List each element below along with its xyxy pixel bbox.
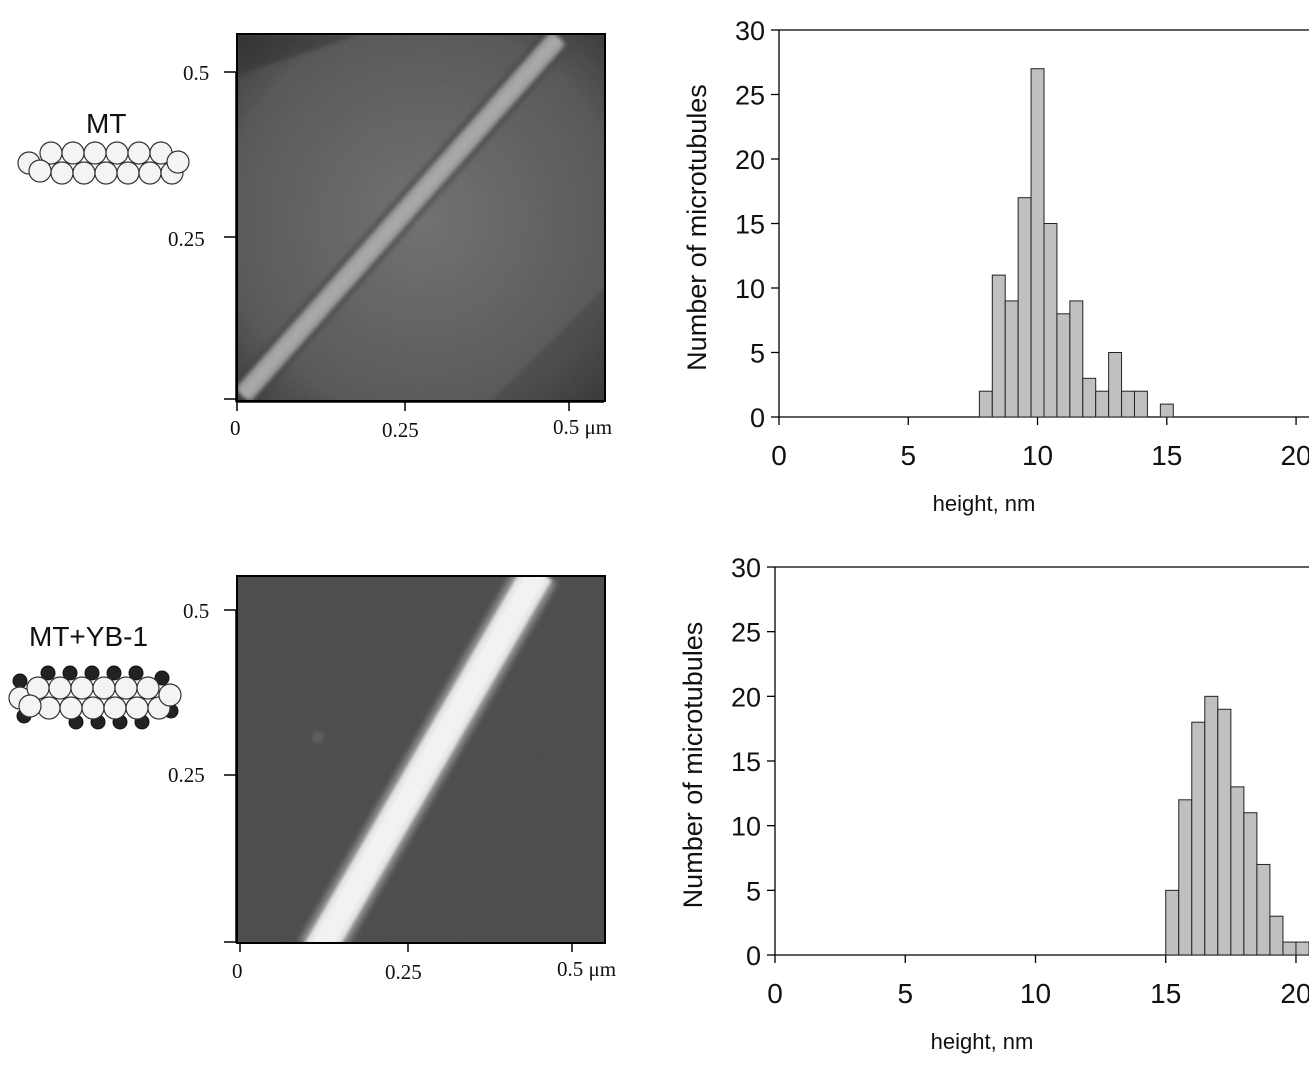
- microtubule-schematic-plain: [17, 141, 190, 185]
- histogram-mt: 0 5 10 15 20 25 30 0 5 10 15 20 height, nm Number of …: [682, 16, 1309, 516]
- histogram-mt-yb1: 0 5 10 15 20 25 30 0 5 10 15 20 height, nm Number of …: [678, 553, 1309, 1054]
- afm-top-ytick-1: 0.25: [168, 227, 205, 251]
- x-tick-label: 10: [1022, 440, 1053, 471]
- histogram-bar: [1043, 223, 1058, 418]
- histogram-bar: [1269, 915, 1284, 956]
- afm-bottom-ytick-0: 0.5: [183, 599, 210, 623]
- histogram-bar: [1230, 786, 1245, 956]
- y-tick-label: 30: [735, 16, 765, 46]
- microtubule-schematic-yb1: [8, 665, 182, 730]
- y-tick-label: 0: [750, 403, 765, 433]
- histogram-bar: [1095, 390, 1110, 418]
- y-tick-label: 20: [735, 145, 765, 175]
- histogram-bar: [1121, 390, 1135, 418]
- y-axis-label: Number of microtubules: [682, 84, 712, 371]
- y-tick-label: 25: [731, 618, 761, 648]
- histogram-bar: [1243, 812, 1258, 956]
- histogram-bar: [978, 390, 993, 418]
- afm-image-mt-yb1: [236, 575, 606, 944]
- afm-bottom-xtick-0: 0: [232, 959, 243, 983]
- afm-image-mt: [236, 33, 606, 402]
- histogram-bar: [1191, 721, 1206, 956]
- histogram-bar: [1204, 695, 1219, 956]
- y-tick-label: 0: [746, 941, 761, 971]
- afm-top-xtick-0: 0: [230, 416, 241, 440]
- y-tick-label: 15: [731, 747, 761, 777]
- panel-label-mt: MT: [86, 108, 127, 139]
- x-axis-label: height, nm: [931, 1029, 1034, 1054]
- afm-bottom-ytick-1: 0.25: [168, 763, 205, 787]
- histogram-bar: [1159, 403, 1174, 418]
- y-tick-label: 5: [746, 876, 761, 906]
- histogram-bar: [1178, 799, 1193, 956]
- afm-bottom-xtick-2: 0.5 μm: [557, 957, 617, 981]
- y-tick-label: 30: [731, 553, 761, 583]
- x-tick-label: 20: [1280, 978, 1309, 1009]
- afm-top-ytick-0: 0.5: [183, 61, 210, 85]
- afm-bottom-xtick-1: 0.25: [385, 960, 422, 984]
- histogram-bar: [1004, 300, 1019, 418]
- y-tick-label: 15: [735, 210, 765, 240]
- afm-top-xtick-1: 0.25: [382, 418, 419, 442]
- afm-top-xtick-2: 0.5 μm: [553, 415, 613, 439]
- histogram-bar: [1030, 68, 1045, 418]
- x-tick-label: 5: [900, 440, 916, 471]
- histogram-bar: [1295, 941, 1309, 956]
- histogram-bar: [991, 274, 1006, 418]
- x-tick-label: 20: [1280, 440, 1309, 471]
- y-axis-label: Number of microtubules: [678, 622, 708, 909]
- histogram-bar: [1133, 390, 1148, 418]
- x-tick-label: 0: [767, 978, 783, 1009]
- y-tick-label: 20: [731, 682, 761, 712]
- histogram-bar: [1282, 941, 1297, 956]
- panel-label-mt-yb1: MT+YB-1: [29, 621, 149, 652]
- x-tick-label: 15: [1151, 440, 1182, 471]
- histogram-bar: [1082, 377, 1097, 418]
- histogram-bar: [1217, 708, 1232, 956]
- histogram-bar: [1069, 300, 1084, 418]
- histogram-bar: [1056, 313, 1071, 418]
- x-tick-label: 15: [1150, 978, 1181, 1009]
- histogram-bar: [1165, 889, 1180, 956]
- histogram-bar: [1017, 197, 1032, 418]
- x-tick-label: 0: [771, 440, 787, 471]
- x-tick-label: 10: [1020, 978, 1051, 1009]
- y-tick-label: 10: [731, 812, 761, 842]
- y-tick-label: 5: [750, 339, 765, 369]
- histogram-bar: [1256, 863, 1271, 956]
- histogram-bar: [1108, 352, 1123, 418]
- y-tick-label: 25: [735, 81, 765, 111]
- y-tick-label: 10: [735, 274, 765, 304]
- x-axis-label: height, nm: [933, 491, 1036, 516]
- x-tick-label: 5: [897, 978, 913, 1009]
